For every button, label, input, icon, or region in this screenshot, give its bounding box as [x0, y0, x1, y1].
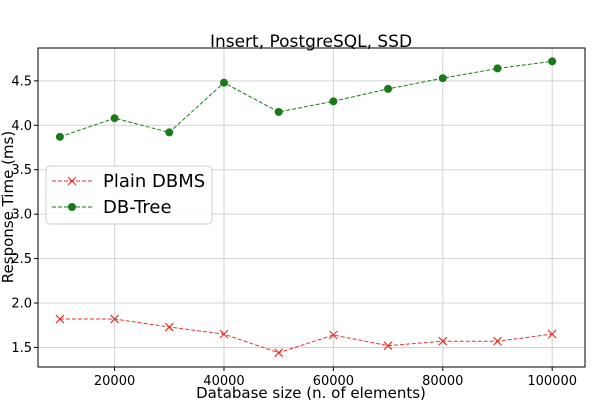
data-point: [438, 74, 447, 83]
legend-label: DB-Tree: [103, 197, 172, 218]
data-point: [219, 78, 228, 87]
y-tick-label: 4.5: [11, 74, 32, 89]
legend: Plain DBMS DB-Tree: [45, 165, 213, 225]
y-tick-label: 1.5: [11, 341, 32, 356]
data-point: [329, 97, 338, 106]
data-point: [383, 341, 393, 351]
data-point: [493, 64, 502, 73]
legend-label: Plain DBMS: [103, 171, 205, 192]
x-tick-label: 100000: [527, 374, 577, 389]
y-tick-label: 2.5: [11, 252, 32, 267]
data-point: [55, 132, 64, 141]
legend-box: [45, 165, 213, 225]
x-tick-label: 80000: [422, 374, 463, 389]
data-point: [164, 322, 174, 332]
data-point: [110, 314, 120, 324]
data-point: [274, 348, 284, 358]
data-point: [110, 114, 119, 123]
legend-marker: [67, 176, 77, 186]
data-point: [165, 128, 174, 137]
data-point: [384, 84, 393, 93]
plot-area: [37, 47, 586, 368]
y-axis-label: Response Time (ms): [0, 131, 17, 283]
data-point: [547, 329, 557, 339]
legend-entry: DB-Tree: [52, 197, 172, 218]
x-tick-label: 40000: [203, 374, 244, 389]
series-group: [55, 57, 557, 358]
legend-marker: [68, 203, 76, 211]
data-point: [274, 107, 283, 116]
y-tick-label: 3.5: [11, 163, 32, 178]
y-tick-label: 3.0: [11, 208, 32, 223]
series-plain-dbms: [55, 314, 557, 358]
x-axis-ticks: 20000 40000 60000 80000 100000: [94, 367, 577, 389]
x-tick-label: 20000: [94, 374, 135, 389]
x-tick-label: 60000: [313, 374, 354, 389]
x-axis-label: Database size (n. of elements): [196, 384, 426, 402]
y-tick-label: 4.0: [11, 119, 32, 134]
y-axis-ticks: 1.5 2.0 2.5 3.0 3.5 4.0 4.5: [11, 74, 38, 356]
chart-title: Insert, PostgreSQL, SSD: [210, 32, 412, 52]
data-point: [438, 336, 448, 346]
data-point: [219, 329, 229, 339]
data-point: [548, 57, 557, 66]
y-tick-label: 2.0: [11, 297, 32, 312]
series-line: [59, 60, 553, 138]
legend-entry: Plain DBMS: [52, 171, 205, 192]
data-point: [493, 336, 502, 346]
series-db-tree: [55, 57, 557, 141]
data-point: [328, 330, 338, 340]
data-point: [55, 314, 65, 324]
